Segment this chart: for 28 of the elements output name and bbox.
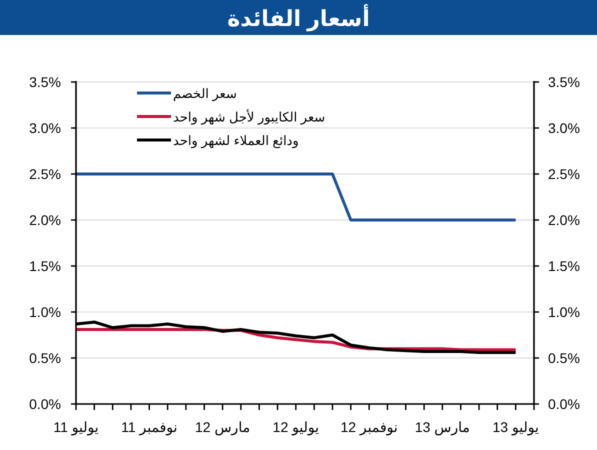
y2-tick-label: 2.5% bbox=[548, 166, 580, 182]
y-tick-label: 2.5% bbox=[29, 166, 61, 182]
y2-tick-label: 2.0% bbox=[548, 212, 580, 228]
title: أسعار الفائدة bbox=[0, 0, 597, 35]
x-tick-label: يوليو 13 bbox=[492, 419, 539, 436]
legend-label: ودائع العملاء لشهر واحد bbox=[173, 133, 299, 149]
legend-label: سعر الكايبور لأجل شهر واحد bbox=[173, 108, 326, 126]
y2-tick-label: 0.0% bbox=[548, 396, 580, 412]
y-tick-label: 1.5% bbox=[29, 258, 61, 274]
x-tick-label: نوفمبر 11 bbox=[121, 419, 178, 436]
y-tick-label: 2.0% bbox=[29, 212, 61, 228]
y2-tick-label: 3.5% bbox=[548, 74, 580, 90]
chart-title: أسعار الفائدة bbox=[227, 4, 370, 32]
y2-tick-label: 3.0% bbox=[548, 120, 580, 136]
x-tick-label: مارس 12 bbox=[195, 419, 250, 436]
y2-tick-label: 1.0% bbox=[548, 304, 580, 320]
x-tick-label: نوفمبر 12 bbox=[340, 419, 398, 436]
y-tick-label: 3.0% bbox=[29, 120, 61, 136]
x-tick-label: مارس 13 bbox=[414, 419, 470, 436]
legend-label: سعر الخصم bbox=[173, 86, 237, 102]
x-tick-label: يوليو 11 bbox=[53, 419, 99, 436]
y-tick-label: 3.5% bbox=[29, 74, 61, 90]
y-tick-label: 1.0% bbox=[29, 304, 61, 320]
x-tick-label: يوليو 12 bbox=[272, 419, 320, 436]
y2-tick-label: 0.5% bbox=[548, 350, 580, 366]
y-tick-label: 0.5% bbox=[29, 350, 61, 366]
y-tick-label: 0.0% bbox=[29, 396, 61, 412]
y2-tick-label: 1.5% bbox=[548, 258, 580, 274]
